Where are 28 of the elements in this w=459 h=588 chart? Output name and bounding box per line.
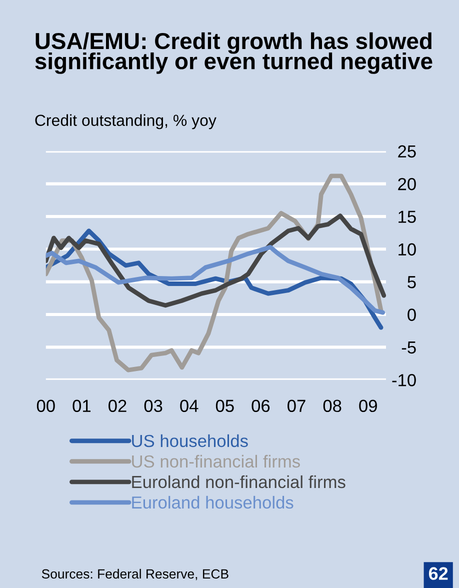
x-tick-label: 07 <box>288 400 306 412</box>
x-tick-label: 04 <box>180 400 198 412</box>
x-tick-label: 01 <box>72 400 91 412</box>
x-tick-label: 05 <box>216 400 234 412</box>
legend-label: Euroland households <box>132 496 294 509</box>
legend-label: Euroland non-financial firms <box>132 475 346 488</box>
y-tick-label: 15 <box>398 210 416 223</box>
y-tick-label: 10 <box>398 243 416 256</box>
y-tick-label: -10 <box>392 374 416 386</box>
x-tick-label: 00 <box>36 400 55 412</box>
text: 62 <box>428 567 448 580</box>
x-tick-label: 02 <box>108 400 126 412</box>
y-tick-label: 25 <box>398 145 416 158</box>
legend-label: US non-financial firms <box>132 454 300 468</box>
legend-label: US households <box>132 434 248 448</box>
line-series <box>46 214 386 308</box>
y-tick-label: 0 <box>408 308 416 321</box>
x-tick-label: 06 <box>252 400 270 412</box>
x-tick-label: 03 <box>144 400 162 412</box>
source-note: Sources: Federal Reserve, ECB <box>42 568 228 580</box>
y-tick-label: 5 <box>408 276 416 288</box>
y-tick-label: 20 <box>398 178 416 190</box>
x-tick-label: 09 <box>359 400 377 412</box>
chart-title: USA/EMU: Credit growth has slowed significantly or even turned negative <box>35 32 432 74</box>
y-tick-label: -5 <box>402 342 416 354</box>
chart-subtitle: Credit outstanding, % yoy <box>35 114 216 130</box>
line-series <box>46 244 386 315</box>
x-tick-label: 08 <box>323 400 342 412</box>
